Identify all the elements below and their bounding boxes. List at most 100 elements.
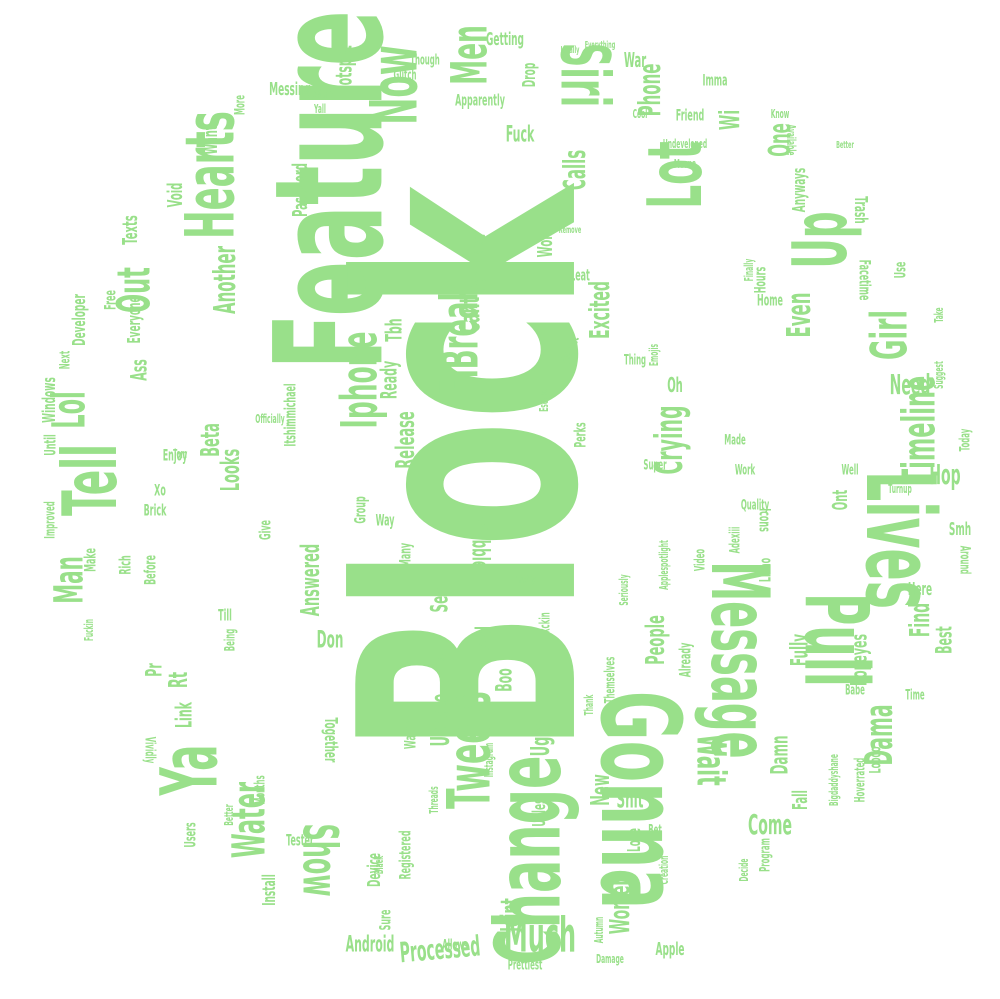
cloud-word: Made [724, 432, 745, 448]
cloud-word: Need [890, 369, 931, 402]
cloud-word: Anyways [790, 168, 810, 213]
cloud-word: Babe [845, 682, 865, 698]
cloud-word: One [762, 123, 797, 157]
cloud-word: Bet [648, 822, 662, 838]
cloud-word: Now [357, 45, 433, 125]
cloud-word: Friend [676, 106, 704, 125]
cloud-word: Smh [949, 520, 971, 540]
cloud-word: Boo [492, 668, 517, 692]
cloud-word: Update [425, 694, 455, 747]
cloud-word: Together [320, 718, 340, 763]
cloud-word: Way [376, 511, 395, 530]
cloud-word: Fxckin [537, 612, 553, 637]
cloud-word: Pull [784, 593, 886, 687]
cloud-word: Improved [42, 501, 58, 538]
cloud-word: Fully [786, 634, 814, 667]
cloud-word: Lord [472, 626, 497, 654]
cloud-word: Group [351, 496, 370, 523]
cloud-word: Cant [454, 297, 487, 334]
cloud-word: Don [317, 626, 344, 654]
cloud-word: Escape [538, 388, 552, 412]
cloud-word: Lol [44, 391, 96, 429]
cloud-word: Messing [269, 80, 311, 100]
cloud-word: Hours [751, 267, 770, 294]
cloud-word: Password [288, 163, 312, 217]
cloud-word: Undeveloped [663, 138, 707, 152]
cloud-word: Users [181, 822, 200, 847]
cloud-word: Time [905, 687, 924, 703]
cloud-word: Top [431, 652, 450, 668]
cloud-word: Threads [428, 786, 442, 813]
cloud-word: Xo [154, 481, 166, 500]
cloud-word: Find [904, 603, 937, 637]
cloud-word: Better [223, 804, 237, 826]
cloud-word: Remove [559, 224, 582, 235]
cloud-word: Device [365, 853, 385, 887]
cloud-word: Even [781, 293, 819, 338]
cloud-word: Turnup [888, 483, 912, 497]
cloud-word: Dribbble [466, 511, 494, 569]
cloud-word: Tweets [435, 691, 505, 809]
cloud-word: Ugly [525, 723, 555, 756]
cloud-word: Lives [844, 471, 955, 609]
cloud-word: Hearts [170, 111, 250, 239]
cloud-word: Water [224, 782, 276, 859]
cloud-word: Lmao [756, 558, 775, 582]
cloud-word: Link [172, 702, 197, 728]
cloud-word: Yall [313, 103, 326, 117]
cloud-word: Better [836, 139, 854, 150]
cloud-word: Drop [520, 63, 540, 88]
cloud-word: New [585, 774, 615, 806]
cloud-word: Themselves [602, 656, 618, 703]
cloud-word: Prettiest [508, 957, 543, 973]
cloud-word: Getting [486, 30, 524, 50]
cloud-word: Best [932, 626, 957, 654]
cloud-word: Nice [470, 234, 490, 256]
cloud-word: Creation [658, 856, 672, 885]
cloud-word: Thank [583, 694, 597, 715]
cloud-word: Ont [828, 490, 852, 511]
cloud-word: Apple [655, 940, 684, 960]
cloud-word: Show [292, 823, 348, 896]
cloud-word: Being [222, 629, 238, 651]
cloud-word: Well [842, 462, 859, 478]
cloud-word: Everyone [125, 296, 145, 343]
cloud-word: Before [141, 555, 160, 585]
cloud-word: Fuck [506, 122, 535, 147]
cloud-word: FiBreak [430, 283, 491, 396]
cloud-word: Emojis [648, 344, 662, 366]
cloud-word: Brick [144, 501, 167, 520]
cloud-word: Much [504, 907, 576, 963]
cloud-word: Maana [674, 158, 696, 172]
cloud-word: Install [260, 874, 280, 906]
cloud-word: Lot [631, 141, 718, 209]
cloud-word: Tbh [382, 318, 407, 341]
cloud-word: Hoverrated [852, 758, 868, 803]
cloud-word: Phone [632, 64, 667, 117]
cloud-word: Timeline [894, 376, 946, 484]
cloud-word: Block [295, 183, 645, 754]
cloud-word: Registered [396, 830, 415, 879]
cloud-word: Won [533, 233, 557, 258]
cloud-word: Come [748, 809, 792, 842]
cloud-word: Leat [570, 266, 590, 285]
cloud-word: Watch [401, 721, 420, 749]
cloud-word: Today [957, 429, 973, 452]
cloud-word: Enjoy [163, 446, 188, 465]
cloud-word: Till [218, 606, 232, 625]
cloud-word: Here [908, 580, 932, 600]
cloud-word: Restore [307, 88, 333, 102]
cloud-word: Iphone [331, 332, 389, 429]
cloud-word: Fuckin [83, 619, 97, 641]
cloud-word: Bigdaddyshane [828, 754, 842, 806]
cloud-word: Super [643, 457, 667, 473]
cloud-word: Damn [766, 735, 794, 774]
cloud-word: Dama [858, 704, 902, 765]
cloud-word: Hop [929, 459, 960, 492]
cloud-word: Tom [173, 448, 187, 462]
cloud-word: Pretty [514, 573, 535, 587]
cloud-word: Trash [850, 196, 870, 223]
cloud-word: Windows [40, 377, 60, 423]
cloud-word: Many [396, 543, 415, 567]
